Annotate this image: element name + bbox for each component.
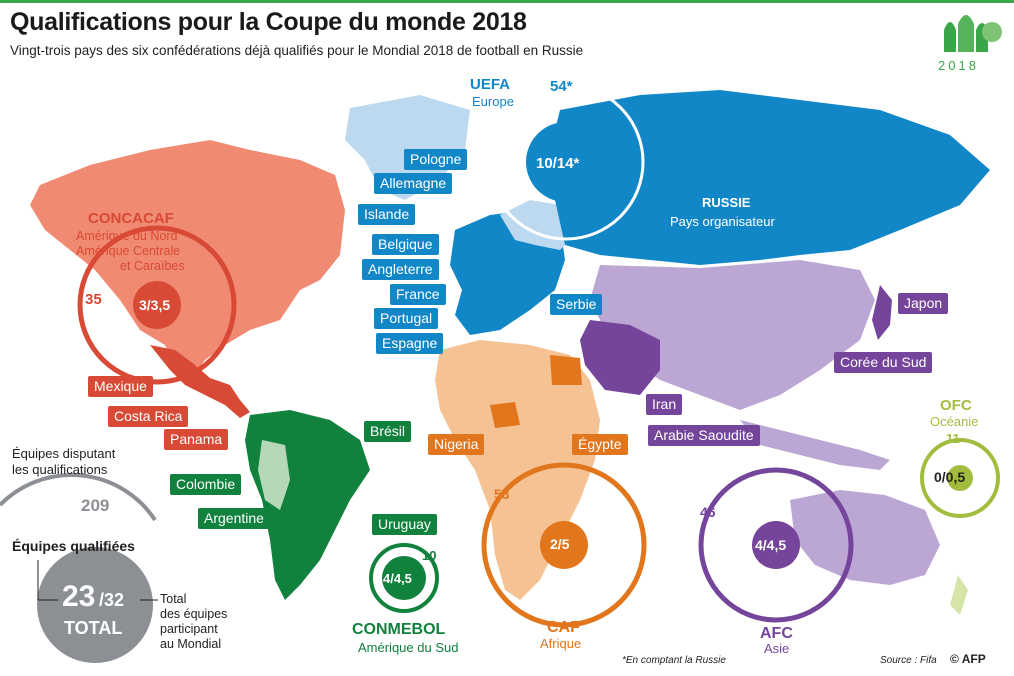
caf-name: CAF bbox=[547, 619, 580, 636]
label-colombie: Colombie bbox=[170, 474, 242, 495]
teams-label-1: Équipes disputant bbox=[12, 446, 116, 461]
mexico-shape bbox=[150, 345, 250, 418]
se-asia-shape bbox=[740, 420, 890, 470]
label-espagne: Espagne bbox=[376, 333, 444, 354]
label-portugal: Portugal bbox=[374, 308, 439, 329]
concacaf-region-1: Amérique du Nord bbox=[76, 229, 178, 243]
concacaf-ratio: 3/3,5 bbox=[139, 297, 171, 313]
ofc-entered: 11 bbox=[946, 431, 960, 446]
ofc-ring bbox=[920, 438, 1000, 518]
footnote: *En comptant la Russie bbox=[622, 655, 726, 666]
uefa-ratio: 10/14* bbox=[536, 155, 580, 172]
qualified-label: Équipes qualifiées bbox=[12, 538, 135, 554]
label-nigeria: Nigeria bbox=[428, 434, 485, 455]
afc-region: Asie bbox=[764, 641, 790, 656]
label-allemagne: Allemagne bbox=[374, 173, 453, 194]
afc-ring bbox=[698, 467, 854, 623]
qualified-count: 23 bbox=[62, 580, 96, 613]
uefa-ring bbox=[487, 83, 645, 241]
teams-label-2: les qualifications bbox=[12, 462, 108, 477]
japan-shape bbox=[872, 285, 892, 340]
total-slots: /32 bbox=[99, 590, 125, 610]
host-note: Pays organisateur bbox=[670, 214, 775, 229]
logo-year: 2018 bbox=[938, 58, 979, 73]
caf-ratio: 2/5 bbox=[550, 536, 570, 552]
label-islande: Islande bbox=[358, 204, 416, 225]
page-title: Qualifications pour la Coupe du monde 20… bbox=[10, 8, 527, 36]
label-uruguay: Uruguay bbox=[372, 514, 437, 535]
total-desc-1: Total bbox=[160, 592, 187, 606]
world-cup-logo bbox=[944, 15, 1002, 52]
north-america-shape bbox=[30, 140, 345, 380]
egypt-shape bbox=[550, 355, 582, 385]
ofc-region: Océanie bbox=[930, 414, 979, 429]
label-japon: Japon bbox=[898, 293, 949, 314]
uefa-entered: 54* bbox=[550, 78, 573, 95]
conmebol-region: Amérique du Sud bbox=[358, 640, 459, 655]
caf-entered: 53 bbox=[494, 486, 510, 502]
south-america-other bbox=[258, 440, 290, 510]
concacaf-entered: 35 bbox=[85, 291, 102, 308]
label-egypte: Égypte bbox=[572, 434, 628, 455]
label-iran: Iran bbox=[646, 394, 683, 415]
concacaf-name: CONCACAF bbox=[88, 210, 174, 227]
total-desc-2: des équipes bbox=[160, 607, 228, 621]
afc-entered: 46 bbox=[700, 504, 716, 520]
asia-shape bbox=[590, 260, 875, 410]
total-desc-3: participant bbox=[160, 622, 218, 636]
label-angleterre: Angleterre bbox=[362, 259, 439, 280]
credit: © AFP bbox=[950, 652, 986, 666]
ofc-name: OFC bbox=[940, 397, 972, 414]
afc-ratio: 4/4,5 bbox=[755, 537, 787, 553]
total-desc-4: au Mondial bbox=[160, 637, 222, 651]
label-bresil: Brésil bbox=[364, 421, 412, 442]
uefa-region: Europe bbox=[472, 94, 514, 109]
conmebol-ring bbox=[369, 543, 439, 613]
caf-ring bbox=[481, 462, 647, 628]
uefa-name: UEFA bbox=[470, 76, 511, 93]
top-rule bbox=[0, 0, 1014, 3]
host-name: RUSSIE bbox=[702, 195, 751, 210]
caf-region: Afrique bbox=[540, 636, 582, 651]
label-costa-rica: Costa Rica bbox=[108, 406, 189, 427]
nigeria-shape bbox=[490, 402, 520, 428]
south-america-shape bbox=[245, 410, 370, 600]
total-word: TOTAL bbox=[64, 618, 123, 638]
label-panama: Panama bbox=[164, 429, 229, 450]
label-coree-du-sud: Corée du Sud bbox=[834, 352, 933, 373]
label-serbie: Serbie bbox=[550, 294, 603, 315]
label-belgique: Belgique bbox=[372, 234, 439, 255]
conmebol-name: CONMEBOL bbox=[352, 621, 446, 638]
label-arabie-saoudite: Arabie Saoudite bbox=[648, 425, 760, 446]
afc-name: AFC bbox=[760, 625, 793, 642]
asia-qualified bbox=[580, 320, 660, 395]
russia-shape bbox=[550, 90, 990, 265]
ofc-ratio: 0/0,5 bbox=[934, 469, 966, 485]
conmebol-ratio: 4/4,5 bbox=[383, 571, 412, 586]
teams-count: 209 bbox=[78, 496, 113, 516]
new-zealand-shape bbox=[950, 575, 968, 615]
label-argentine: Argentine bbox=[198, 508, 270, 529]
label-mexique: Mexique bbox=[88, 376, 153, 397]
concacaf-region-2: Amérique Centrale bbox=[76, 244, 181, 258]
concacaf-ring bbox=[77, 225, 237, 385]
label-pologne: Pologne bbox=[404, 149, 468, 170]
page-subtitle: Vingt-trois pays des six confédérations … bbox=[10, 43, 584, 58]
conmebol-entered: 10 bbox=[422, 548, 437, 563]
australia-shape bbox=[790, 490, 940, 585]
source: Source : Fifa bbox=[880, 655, 937, 666]
total-rings bbox=[0, 472, 158, 663]
label-france: France bbox=[390, 284, 446, 305]
concacaf-region-3: et Caraïbes bbox=[120, 259, 185, 273]
